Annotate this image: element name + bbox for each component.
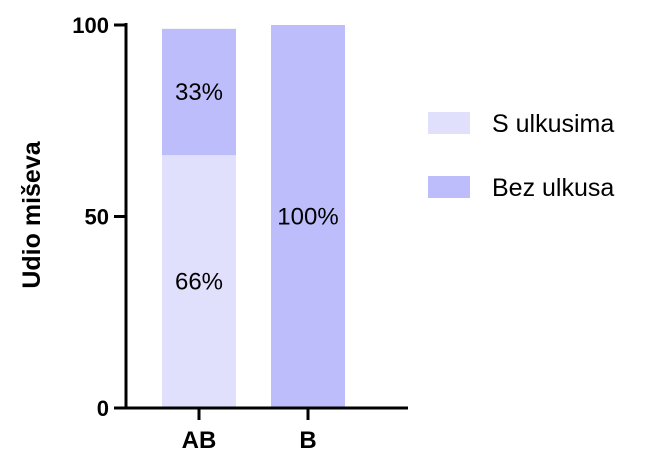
legend-label-0: S ulkusima — [492, 110, 614, 138]
bars-group — [162, 25, 345, 408]
legend-label-1: Bez ulkusa — [492, 174, 614, 202]
y-tick-label-100: 100 — [72, 13, 109, 38]
bar-ab-bez-ulkusa — [162, 28, 236, 156]
y-tick-label-50: 50 — [85, 205, 109, 230]
x-tick-label-b: B — [299, 427, 316, 454]
legend: S ulkusima Bez ulkusa — [428, 110, 614, 202]
legend-swatch-0 — [428, 112, 470, 134]
y-tick-label-0: 0 — [97, 396, 109, 421]
data-label-ab-1: 33% — [175, 79, 223, 106]
bar-ab-s-ulkusima — [162, 155, 236, 408]
y-axis-title: Udio miševa — [18, 140, 46, 288]
data-label-ab-0: 66% — [175, 269, 223, 296]
data-label-b-1: 100% — [277, 204, 338, 231]
data-labels-group: 66% 33% 100% — [175, 79, 339, 296]
bar-b-bez-ulkusa — [271, 25, 345, 408]
legend-swatch-1 — [428, 176, 470, 198]
axes-group: 0 50 100 AB B — [72, 13, 408, 454]
x-tick-label-ab: AB — [182, 427, 217, 454]
